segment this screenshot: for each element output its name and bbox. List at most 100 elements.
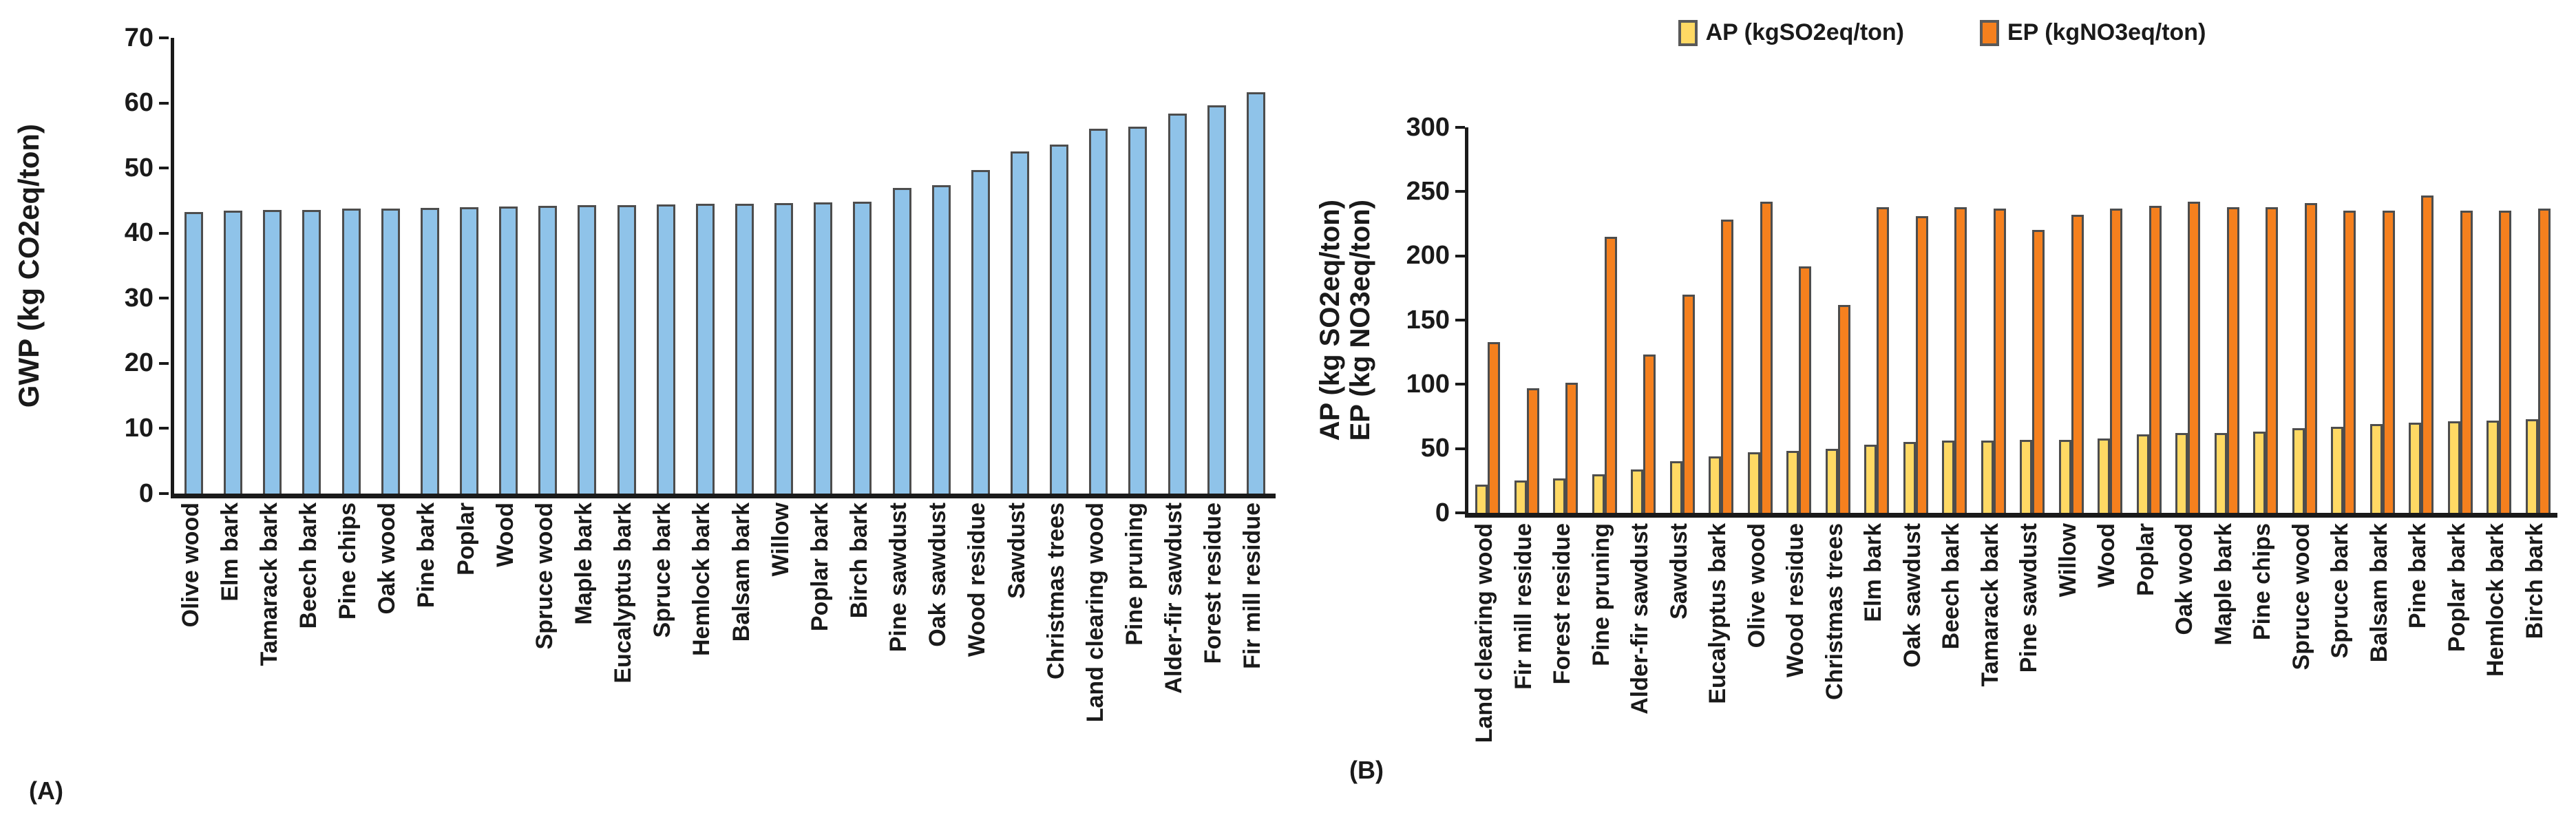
bar xyxy=(2369,424,2383,513)
bar xyxy=(420,207,439,494)
legend: AP (kgSO2eq/ton) EP (kgNO3eq/ton) xyxy=(1308,19,2576,46)
x-category-label: Beech bark xyxy=(295,503,321,629)
bar xyxy=(892,188,911,494)
x-category-label: Pine bark xyxy=(2405,523,2431,629)
y-tick-mark xyxy=(159,492,169,495)
bar xyxy=(538,206,558,494)
panel-b-tag: (B) xyxy=(1349,756,1384,784)
bar xyxy=(1915,215,1928,513)
y-tick-mark xyxy=(159,361,169,365)
x-label-slot: Eucalyptus bark xyxy=(1698,523,1738,833)
x-category-label: Land clearing wood xyxy=(1471,523,1498,743)
bar xyxy=(1942,441,1955,513)
y-tick: 250 xyxy=(1406,177,1465,206)
panel-a-gwp-chart: GWP (kg CO2eq/ton) 0 10 20 30 40 50 60 70 Olive… xyxy=(12,23,1276,812)
bar xyxy=(1488,341,1501,513)
y-tick-mark xyxy=(159,427,169,430)
x-category-label: Poplar xyxy=(2132,523,2159,596)
y-tick: 0 xyxy=(1435,498,1465,527)
y-tick: 70 xyxy=(125,23,169,52)
x-category-label: Willow xyxy=(2054,523,2081,598)
bar xyxy=(2188,202,2201,513)
bar-group xyxy=(1942,207,1967,513)
x-category-label: Alder-fir sawdust xyxy=(1627,523,1654,715)
bar-group xyxy=(853,202,872,494)
x-label-slot: Tamarack bark xyxy=(1971,523,2010,833)
bar xyxy=(1168,113,1187,494)
x-category-label: Poplar bark xyxy=(2443,523,2470,653)
y-tick-mark xyxy=(1455,511,1465,514)
y-tick-label: 0 xyxy=(138,478,154,508)
x-category-label: Pine pruning xyxy=(1587,523,1614,666)
bar xyxy=(184,212,204,494)
y-tick-mark xyxy=(1455,383,1465,386)
y-tick-label: 300 xyxy=(1406,112,1450,142)
bar xyxy=(381,208,400,494)
bar-group xyxy=(2020,230,2045,513)
y-tick: 40 xyxy=(125,218,169,248)
panel-b-plot-area xyxy=(1465,127,2557,518)
x-label-slot: Poplar bark xyxy=(800,503,839,812)
x-label-slot: Oak wood xyxy=(2165,523,2204,833)
x-label-slot: Pine chips xyxy=(2243,523,2282,833)
x-category-label: Alder-fir sawdust xyxy=(1161,503,1187,694)
x-label-slot: Forest residue xyxy=(1194,503,1233,812)
x-label-slot: Christmas trees xyxy=(1815,523,1855,833)
x-category-label: Fir mill residue xyxy=(1239,503,1266,669)
x-label-slot: Balsam bark xyxy=(721,503,761,812)
x-label-slot: Spruce bark xyxy=(643,503,682,812)
x-category-label: Birch bark xyxy=(845,503,872,619)
y-tick-mark xyxy=(159,167,169,170)
x-category-label: Christmas trees xyxy=(1821,523,1848,701)
bar xyxy=(1246,92,1265,494)
bar-group xyxy=(263,209,282,494)
x-category-label: Olive wood xyxy=(177,503,204,628)
bar xyxy=(2226,207,2239,513)
x-category-label: Spruce bark xyxy=(2327,523,2354,659)
bar xyxy=(2032,230,2045,513)
bar xyxy=(1993,208,2006,513)
bar-group xyxy=(2253,207,2279,513)
bar-group xyxy=(1128,126,1148,494)
x-label-slot: Wood xyxy=(485,503,525,812)
bar xyxy=(2136,434,2149,513)
bar-group xyxy=(2058,214,2084,513)
bar xyxy=(1565,383,1579,513)
panel-b-y-axis-ticks: 0 50 100 150 200 250 300 xyxy=(1382,113,1465,527)
bar xyxy=(1631,469,1644,513)
bar-group xyxy=(578,205,597,494)
y-tick-label: 50 xyxy=(124,153,154,182)
panel-a-y-axis-title: GWP (kg CO2eq/ton) xyxy=(12,123,45,408)
y-tick-label: 30 xyxy=(124,283,154,313)
panel-b-ap-ep-chart: AP (kgSO2eq/ton) EP (kgNO3eq/ton) AP (kg… xyxy=(1308,0,2576,835)
bar-group xyxy=(1553,383,1579,513)
bar-group xyxy=(1981,208,2006,513)
bar-group xyxy=(892,188,911,494)
panel-b-y-axis-title-box: AP (kg SO2eq/ton) EP (kg NO3eq/ton) xyxy=(1309,127,1381,513)
bar-group xyxy=(1903,215,1928,513)
y-tick-mark xyxy=(1455,447,1465,450)
x-label-slot: Forest residue xyxy=(1543,523,1582,833)
bar-group xyxy=(931,184,951,494)
bar xyxy=(2409,423,2422,513)
bar xyxy=(1682,294,1695,513)
bar xyxy=(578,205,597,494)
bar xyxy=(2331,426,2344,513)
bar xyxy=(1864,445,1877,513)
x-label-slot: Birch bark xyxy=(839,503,878,812)
y-tick-mark xyxy=(159,297,169,300)
bar-group xyxy=(538,206,558,494)
bar-group xyxy=(2214,207,2239,513)
bar-group xyxy=(1669,294,1695,513)
bar xyxy=(1643,355,1656,513)
y-tick: 0 xyxy=(139,479,169,508)
bar-group xyxy=(2331,211,2356,513)
bar xyxy=(2487,420,2500,513)
y-tick: 20 xyxy=(125,348,169,378)
bar xyxy=(2058,439,2071,513)
x-category-label: Wood residue xyxy=(1782,523,1809,678)
x-category-label: Birch bark xyxy=(2521,523,2548,640)
bar-group xyxy=(617,205,636,494)
bar xyxy=(1954,207,1967,513)
x-label-slot: Elm bark xyxy=(1854,523,1893,833)
